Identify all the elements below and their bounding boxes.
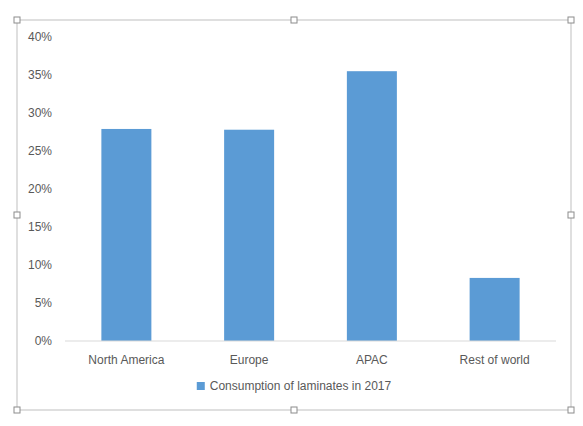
legend-swatch [197,382,205,390]
bar [101,129,151,341]
resize-handle [291,407,297,413]
resize-handle [14,17,20,23]
y-tick-label: 5% [35,296,53,310]
resize-handle [568,407,574,413]
chart: 0% 5% 10% 15% 20% 25% 30% 35% 40% North America Eu… [0,0,583,426]
resize-handle [568,17,574,23]
x-tick-label: APAC [356,353,388,367]
x-tick-label: Europe [230,353,269,367]
y-tick-label: 30% [28,106,52,120]
y-tick-label: 10% [28,258,52,272]
y-tick-label: 20% [28,182,52,196]
bar [224,130,274,341]
bars [101,71,519,341]
resize-handle [14,407,20,413]
y-tick-label: 35% [28,68,52,82]
legend-label: Consumption of laminates in 2017 [210,379,392,393]
y-tick-label: 15% [28,220,52,234]
bar [347,71,397,341]
y-tick-label: 25% [28,144,52,158]
chart-frame [17,20,571,410]
y-tick-label: 40% [28,30,52,44]
x-tick-label: North America [88,353,164,367]
resize-handle [568,212,574,218]
resize-handle [14,212,20,218]
bar [470,278,520,341]
resize-handle [291,17,297,23]
x-tick-label: Rest of world [460,353,530,367]
y-tick-label: 0% [35,334,53,348]
x-axis-line [65,341,556,342]
